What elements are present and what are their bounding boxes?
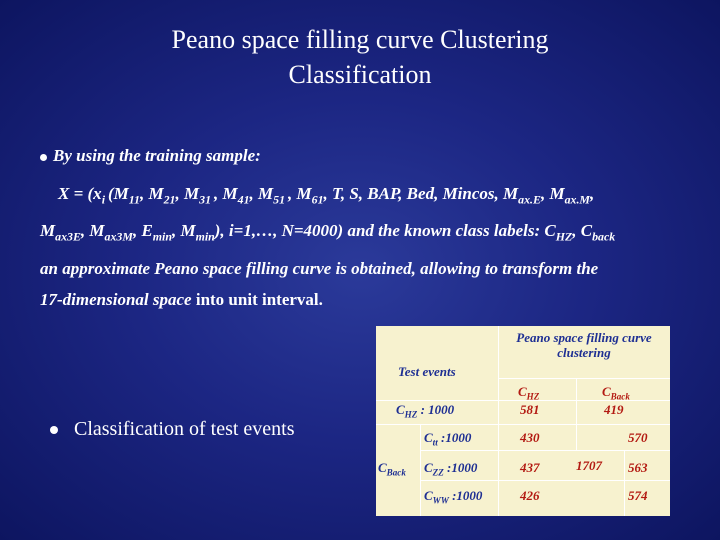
para-line-4-b: into unit interval. (191, 289, 323, 309)
row-ww-hz-value: 426 (520, 488, 540, 503)
row-zz-back-value: 563 (628, 460, 648, 475)
classification-table: Peano space filling curve clustering Tes… (376, 326, 670, 516)
row-hz-back-value: 419 (604, 402, 624, 417)
table-line (420, 450, 670, 451)
table-line (376, 400, 670, 401)
col-header-back: CBack (602, 384, 630, 402)
para-line-2: Max3E, Max3M, Emin, Mmin), i=1,…, N=4000… (40, 221, 616, 244)
row-tt-label: Ctt :1000 (424, 430, 472, 448)
row-tt-hz-value: 430 (520, 430, 540, 445)
para-line-3: an approximate Peano space filling curve… (40, 258, 599, 278)
table-line (376, 424, 670, 425)
para-line-1: X = (xi (M11, M21, M31 , M41, M51 , M61,… (58, 184, 595, 207)
table-line (420, 424, 421, 516)
bullet-dot-icon (40, 153, 47, 161)
bullet-training-sample: By using the training sample: (40, 146, 261, 166)
bullet-dot-icon (50, 426, 58, 435)
table-line (576, 378, 577, 450)
para-line-4-a: 17-dimensional space (40, 289, 192, 309)
training-paragraph: X = (xi (M11, M21, M31 , M41, M51 , M61,… (40, 178, 720, 315)
col-header-hz: CHZ (518, 384, 540, 402)
para-line-4: 17-dimensional space into unit interval. (40, 284, 720, 315)
table-header-test: Test events (398, 364, 456, 379)
bullet-training-text: By using the training sample: (53, 146, 261, 165)
table-line (624, 450, 625, 516)
table-header-method: Peano space filling curve clustering (516, 330, 652, 360)
row-hz-label: CHZ : 1000 (396, 402, 455, 420)
table-line (498, 378, 670, 379)
title-line-1: Peano space filling curve Clustering (171, 25, 549, 54)
row-zz-hz-value: 437 (520, 460, 540, 475)
back-total: 1707 (576, 458, 602, 473)
bullet-classification: Classification of test events (50, 418, 295, 441)
slide-title: Peano space filling curve Clustering Cla… (0, 22, 720, 92)
back-group-label: CBack (378, 460, 406, 478)
bullet-classification-text: Classification of test events (74, 418, 295, 440)
row-ww-back-value: 574 (628, 488, 648, 503)
row-hz-hz-value: 581 (520, 402, 540, 417)
table-line (498, 326, 499, 516)
title-line-2: Classification (288, 60, 432, 89)
row-zz-label: CZZ :1000 (424, 460, 478, 478)
table-line (420, 480, 670, 481)
row-ww-label: CWW :1000 (424, 488, 483, 506)
row-tt-back-value: 570 (628, 430, 648, 445)
